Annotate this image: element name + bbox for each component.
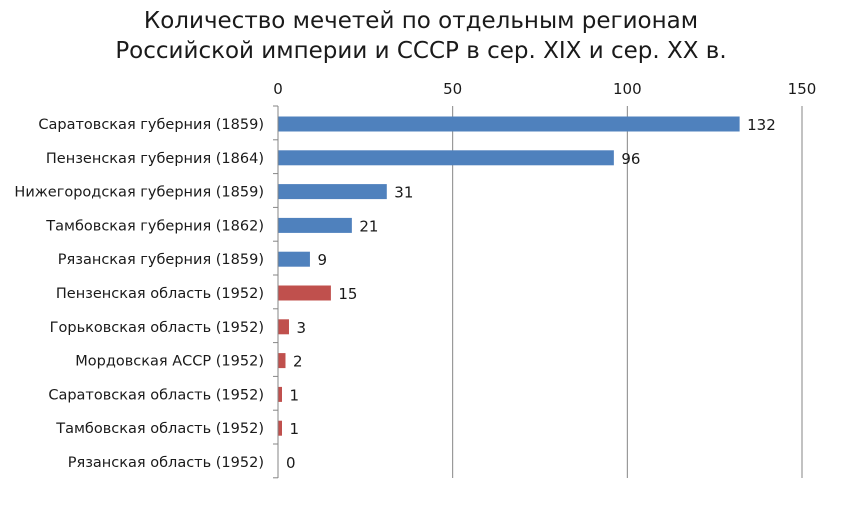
bar-1 <box>278 116 740 132</box>
bar-10 <box>278 420 282 436</box>
category-label-8: Мордовская АССР (1952) <box>75 354 264 370</box>
bar-8 <box>278 353 286 369</box>
data-label-6: 15 <box>338 285 357 303</box>
category-label-10: Тамбовская область (1952) <box>55 421 264 437</box>
bar-2 <box>278 150 614 166</box>
data-label-1: 132 <box>747 116 776 134</box>
category-label-5: Рязанская губерния (1859) <box>58 252 264 268</box>
data-label-11: 0 <box>286 454 296 472</box>
data-label-3: 31 <box>394 184 413 202</box>
data-label-5: 9 <box>317 251 327 269</box>
x-tick-label-150: 150 <box>788 80 817 98</box>
x-tick-label-0: 0 <box>273 80 283 98</box>
chart-title: Количество мечетей по отдельным регионам… <box>0 6 842 66</box>
category-label-4: Тамбовская губерния (1862) <box>45 218 264 234</box>
data-label-7: 3 <box>296 319 306 337</box>
category-label-9: Саратовская область (1952) <box>48 387 264 403</box>
category-label-7: Горьковская область (1952) <box>50 320 264 336</box>
category-label-1: Саратовская губерния (1859) <box>38 117 264 133</box>
data-label-2: 96 <box>621 150 640 168</box>
category-label-2: Пензенская губерния (1864) <box>46 151 264 167</box>
category-label-11: Рязанская область (1952) <box>68 455 264 471</box>
data-label-10: 1 <box>289 420 299 438</box>
chart-title-line-1: Количество мечетей по отдельным регионам <box>143 8 699 34</box>
bar-3 <box>278 184 387 200</box>
data-label-8: 2 <box>293 353 303 371</box>
bar-5 <box>278 251 310 267</box>
x-tick-label-100: 100 <box>613 80 642 98</box>
chart-title-line-2: Российской империи и СССР в сер. XIX и с… <box>115 38 727 64</box>
data-label-4: 21 <box>359 217 378 235</box>
category-label-3: Нижегородская губерния (1859) <box>14 185 264 201</box>
bar-9 <box>278 386 282 402</box>
bar-7 <box>278 319 289 335</box>
bar-4 <box>278 217 352 233</box>
x-tick-label-50: 50 <box>443 80 462 98</box>
bar-6 <box>278 285 331 301</box>
category-label-6: Пензенская область (1952) <box>56 286 264 302</box>
data-label-9: 1 <box>289 386 299 404</box>
